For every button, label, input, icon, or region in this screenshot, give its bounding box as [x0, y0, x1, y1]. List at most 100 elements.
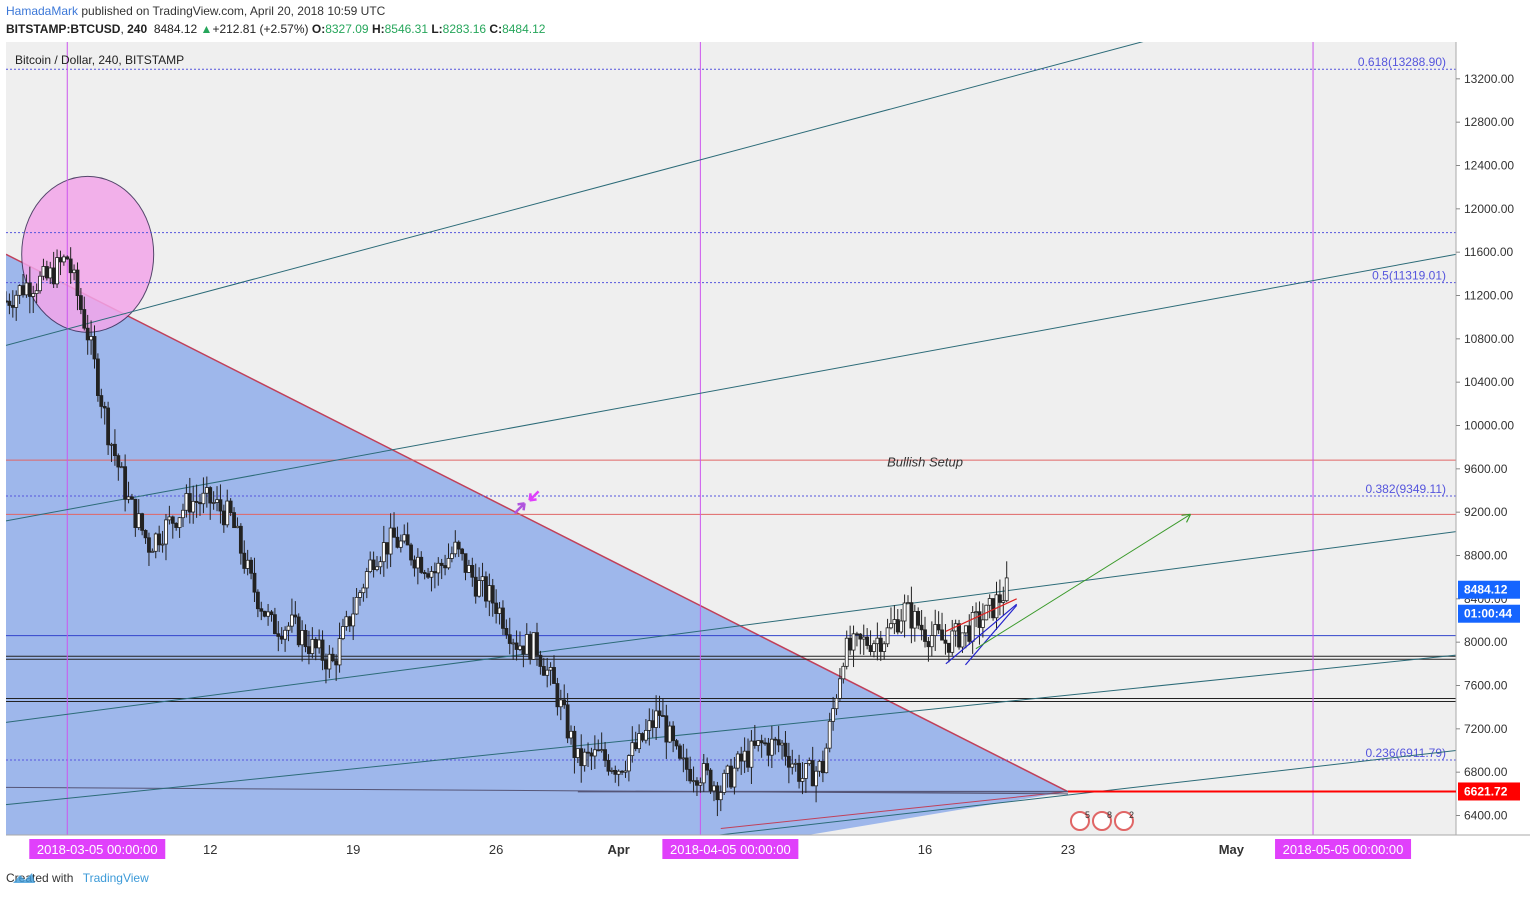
- candle-up: [55, 257, 59, 285]
- candle-down: [606, 759, 611, 772]
- tradingview-logo-icon: [13, 873, 35, 883]
- candle-up: [204, 487, 209, 494]
- candle-up: [994, 594, 999, 619]
- candle-up: [950, 630, 955, 653]
- candle-down: [640, 733, 645, 741]
- candle-down: [102, 406, 107, 409]
- x-tick-label: 23: [1061, 842, 1075, 857]
- up-arrow-icon: ▲: [200, 22, 213, 36]
- candle-down: [759, 740, 764, 744]
- y-tick-label: 8000.00: [1464, 635, 1508, 649]
- candle-up: [902, 602, 907, 622]
- candle-up: [381, 542, 386, 563]
- candle-up: [31, 293, 36, 297]
- candle-up: [892, 619, 897, 625]
- candle-up: [364, 571, 369, 589]
- candle-up: [225, 500, 230, 526]
- candle-up: [436, 562, 441, 574]
- candle-up: [912, 610, 917, 629]
- tradingview-brand-link[interactable]: TradingView: [82, 871, 149, 885]
- candle-down: [858, 633, 863, 640]
- candle-up: [545, 669, 550, 676]
- candle-down: [272, 614, 277, 635]
- candle-up: [834, 697, 839, 710]
- candle-up: [524, 634, 529, 655]
- candle-down: [991, 598, 995, 619]
- candle-up: [681, 757, 686, 760]
- candle-up: [725, 765, 730, 774]
- candle-down: [603, 749, 607, 761]
- y-tick-label: 11200.00: [1464, 289, 1513, 303]
- candle-up: [211, 502, 216, 504]
- candle-down: [657, 710, 662, 716]
- candle-down: [943, 639, 948, 644]
- candle-down: [878, 637, 883, 652]
- candle-down: [334, 660, 339, 666]
- candle-down: [419, 556, 424, 573]
- x-tick-label: 16: [918, 842, 932, 857]
- candle-up: [245, 559, 250, 569]
- candle-down: [371, 559, 376, 570]
- candle-down: [27, 282, 32, 297]
- candle-up: [201, 492, 206, 505]
- candle-down: [82, 309, 87, 329]
- candle-down: [705, 763, 710, 771]
- countdown-tag: 01:00:44: [1464, 607, 1512, 621]
- candle-down: [708, 769, 713, 792]
- candle-up: [780, 742, 784, 746]
- candle-down: [10, 305, 15, 308]
- candle-up: [300, 630, 305, 646]
- candle-down: [21, 285, 25, 296]
- candle-up: [317, 639, 322, 649]
- y-tick-label: 6800.00: [1464, 765, 1508, 779]
- candle-up: [290, 614, 294, 627]
- candle-down: [51, 267, 56, 285]
- candle-up: [181, 509, 185, 519]
- candle-up: [511, 642, 516, 645]
- candle-up: [449, 553, 454, 559]
- candle-down: [766, 742, 771, 756]
- candle-down: [92, 336, 97, 360]
- candle-down: [78, 295, 83, 310]
- candle-down: [422, 572, 427, 575]
- close-value: 8484.12: [502, 22, 546, 36]
- plot-area: 0.618(13288.90) 0.5(11319.01) 0.382(9349.1…: [6, 42, 1456, 835]
- chart-panel[interactable]: 0.618(13288.90) 0.5(11319.01) 0.382(9349.1…: [6, 42, 1530, 862]
- candle-up: [882, 643, 887, 652]
- candle-up: [14, 294, 19, 308]
- candle-up: [167, 516, 172, 521]
- candle-down: [255, 591, 260, 610]
- author-link[interactable]: HamadaMark: [6, 4, 79, 18]
- candle-up: [477, 580, 482, 597]
- candle-down: [484, 576, 488, 602]
- candle-down: [916, 610, 921, 626]
- candle-up: [402, 534, 407, 542]
- candle-up: [548, 667, 553, 671]
- candle-down: [923, 629, 927, 642]
- candle-up: [61, 256, 66, 263]
- price-chart[interactable]: 0.618(13288.90) 0.5(11319.01) 0.382(9349.1…: [6, 42, 1530, 862]
- candle-up: [184, 493, 189, 511]
- candle-up: [987, 598, 992, 606]
- candle-up: [803, 763, 808, 779]
- candle-down: [776, 739, 781, 746]
- candle-down: [752, 740, 757, 746]
- footer: Created with TradingView: [6, 871, 149, 885]
- candle-up: [344, 616, 349, 627]
- candle-up: [480, 576, 485, 581]
- candle-up: [467, 565, 471, 573]
- candle-up: [1004, 577, 1009, 602]
- last-price-tag-bg: [1458, 580, 1520, 599]
- candle-down: [313, 639, 318, 649]
- candle-down: [85, 327, 90, 341]
- candle-up: [160, 543, 165, 546]
- candle-up: [72, 269, 76, 274]
- interval: 240: [127, 22, 148, 36]
- candle-down: [221, 510, 226, 526]
- candle-up: [609, 769, 614, 772]
- candle-down: [501, 607, 505, 629]
- candle-up: [899, 620, 904, 633]
- candle-down: [130, 496, 134, 500]
- candle-down: [977, 611, 982, 628]
- candle-up: [177, 517, 182, 528]
